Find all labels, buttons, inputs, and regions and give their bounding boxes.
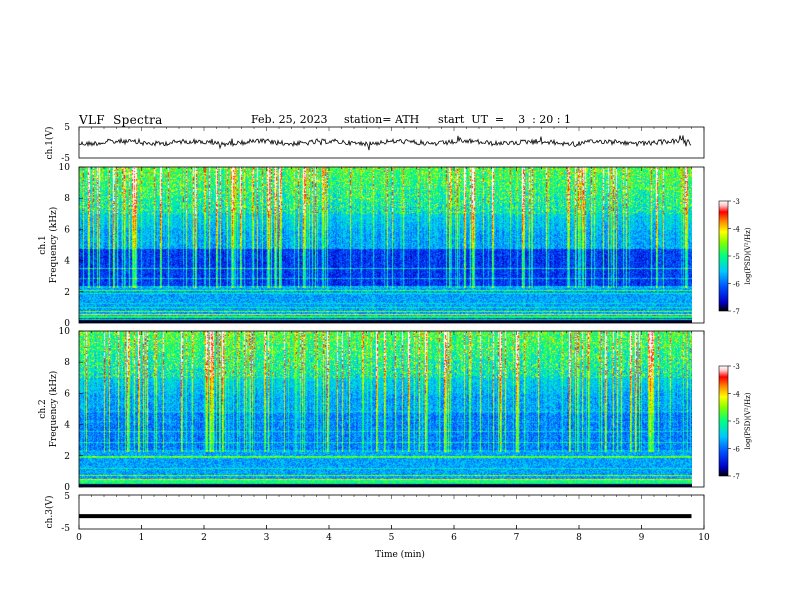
ch1-ytick-label: 4 xyxy=(64,257,70,267)
time-tick-label: 3 xyxy=(264,533,270,543)
ch1-voltage-panel: 5 -5 ch.1(V) xyxy=(44,123,705,164)
ch2-colorbar-label: log(PSD)(V²/Hz) xyxy=(744,392,752,449)
ch1-ytick-top: 5 xyxy=(64,123,70,133)
ch1-ytick-label: 8 xyxy=(64,194,70,204)
ch2-ytick-label: 6 xyxy=(64,389,70,399)
ch1-channel-label: ch.1 xyxy=(38,235,48,254)
ch1-colorbar-tick-label: -3 xyxy=(733,198,740,206)
ch2-ytick-label: 10 xyxy=(59,327,71,337)
station-label: station= ATH xyxy=(344,113,420,126)
ch3-voltage-frame xyxy=(78,494,705,530)
time-tick-label: 5 xyxy=(389,533,395,543)
time-tick-label: 4 xyxy=(326,533,332,543)
ch1-ytick-label: 10 xyxy=(59,163,71,173)
ch1-voltage-frame xyxy=(78,126,705,159)
ch1-frequency-label: Frequency (kHz) xyxy=(48,207,59,284)
ch2-colorbar-tick-label: -5 xyxy=(733,418,740,426)
ch2-frequency-label: Frequency (kHz) xyxy=(48,371,59,448)
ch1-ytick-label: 6 xyxy=(64,225,70,235)
time-tick-label: 6 xyxy=(451,533,457,543)
ch1-colorbar: -3 -4 -5 -6 -7 log(PSD)(V²/Hz) xyxy=(718,198,752,316)
ch2-spectrogram-canvas xyxy=(79,331,692,487)
time-tick-label: 9 xyxy=(639,533,645,543)
ch1-ytick-bottom: -5 xyxy=(61,154,70,164)
date-label: Feb. 25, 2023 xyxy=(251,113,328,126)
start-time-label: start UT = 3 : 20 : 1 xyxy=(438,113,571,126)
ch3-ytick-top: 5 xyxy=(64,492,70,502)
ch1-colorbar-label: log(PSD)(V²/Hz) xyxy=(744,227,752,284)
ch2-colorbar-tick-label: -3 xyxy=(733,363,740,371)
ch2-spectrogram-panel: 0 2 4 6 8 10 ch.2 Frequency (kHz) xyxy=(38,327,705,493)
time-tick-label: 2 xyxy=(201,533,207,543)
ch2-colorbar: -3 -4 -5 -6 -7 log(PSD)(V²/Hz) xyxy=(718,363,752,481)
ch1-colorbar-gradient xyxy=(718,200,729,312)
ch1-ytick-label: 2 xyxy=(64,288,70,298)
ch2-colorbar-tick-label: -4 xyxy=(733,391,740,399)
time-tick-label: 10 xyxy=(698,533,710,543)
ch1-ytick-label: 0 xyxy=(64,319,70,329)
ch1-voltage-trace xyxy=(79,135,692,151)
time-tick-label: 8 xyxy=(576,533,582,543)
ch2-colorbar-tick-label: -6 xyxy=(733,446,740,454)
ch2-ytick-label: 4 xyxy=(64,421,70,431)
time-tick-label: 0 xyxy=(76,533,82,543)
ch2-colorbar-tick-label: -7 xyxy=(733,473,740,481)
ch1-colorbar-tick-label: -6 xyxy=(733,281,740,289)
ch2-ytick-label: 2 xyxy=(64,452,70,462)
ch1-spectrogram-canvas xyxy=(79,167,692,323)
ch1-colorbar-tick-label: -7 xyxy=(733,308,740,316)
ch3-ytick-bottom: -5 xyxy=(61,524,70,534)
ch1-colorbar-tick-label: -4 xyxy=(733,226,740,234)
ch1-spectrogram-panel: 0 2 4 6 8 10 ch.1 Frequency (kHz) xyxy=(38,163,705,329)
time-tick-label: 7 xyxy=(514,533,520,543)
ch2-channel-label: ch.2 xyxy=(38,399,48,418)
time-tick-label: 1 xyxy=(139,533,145,543)
chart-title: VLF Spectra xyxy=(79,113,163,127)
ch1-voltage-ylabel: ch.1(V) xyxy=(44,127,55,160)
ch3-voltage-panel: 5 -5 ch.3(V) xyxy=(44,492,705,534)
ch3-voltage-ylabel: ch.3(V) xyxy=(44,496,55,529)
time-axis-label: Time (min) xyxy=(375,549,425,560)
ch2-colorbar-gradient xyxy=(718,365,729,477)
ch1-spectrogram-image-holder xyxy=(79,167,692,323)
time-axis: 0 1 2 3 4 5 6 7 8 9 10 xyxy=(76,127,710,543)
ch2-ytick-label: 8 xyxy=(64,358,70,368)
ch2-spectrogram-image-holder xyxy=(79,331,692,487)
ch1-colorbar-tick-label: -5 xyxy=(733,253,740,261)
ch2-ytick-label: 0 xyxy=(64,483,70,493)
